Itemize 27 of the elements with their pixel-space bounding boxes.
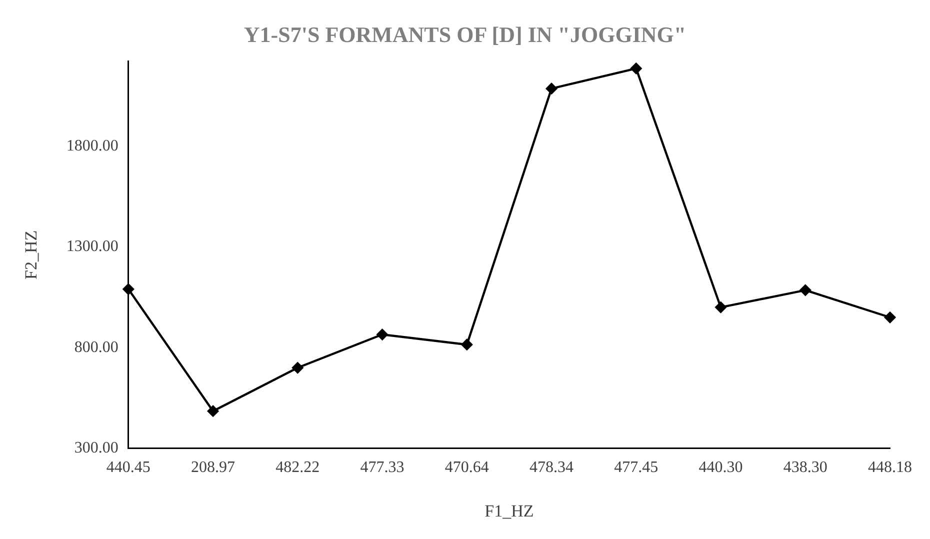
point bbox=[546, 83, 558, 94]
x-tick-label: 482.22 bbox=[276, 459, 320, 476]
x-tick-label: 438.30 bbox=[783, 459, 828, 476]
point bbox=[800, 284, 811, 296]
point bbox=[376, 328, 388, 340]
y-tick-label: 1300.00 bbox=[66, 238, 118, 256]
point bbox=[207, 406, 219, 417]
point bbox=[630, 62, 642, 74]
x-tick-label: 478.34 bbox=[530, 459, 574, 476]
chart-title: Y1-S7'S FORMANTS OF [D] IN "JOGGING" bbox=[244, 22, 686, 47]
x-tick-label: 448.18 bbox=[868, 459, 912, 476]
y-tick-label: 300.00 bbox=[74, 440, 118, 457]
x-axis-title: F1_HZ bbox=[484, 501, 534, 520]
x-tick-label: 440.45 bbox=[106, 459, 150, 476]
x-tick-label: 470.64 bbox=[444, 459, 489, 476]
point bbox=[715, 302, 726, 313]
y-axis-title: F2_HZ bbox=[22, 230, 41, 280]
y-tick-label: 1800.00 bbox=[66, 137, 118, 154]
x-tick-label: 477.45 bbox=[614, 459, 658, 476]
x-tick-label: 440.30 bbox=[698, 459, 743, 476]
point bbox=[292, 362, 304, 374]
point bbox=[884, 312, 896, 323]
x-tick-label: 477.33 bbox=[360, 459, 404, 476]
point bbox=[122, 284, 134, 295]
y-tick-label: 800.00 bbox=[74, 338, 118, 356]
point bbox=[461, 338, 472, 350]
x-tick-label: 208.97 bbox=[191, 459, 236, 476]
